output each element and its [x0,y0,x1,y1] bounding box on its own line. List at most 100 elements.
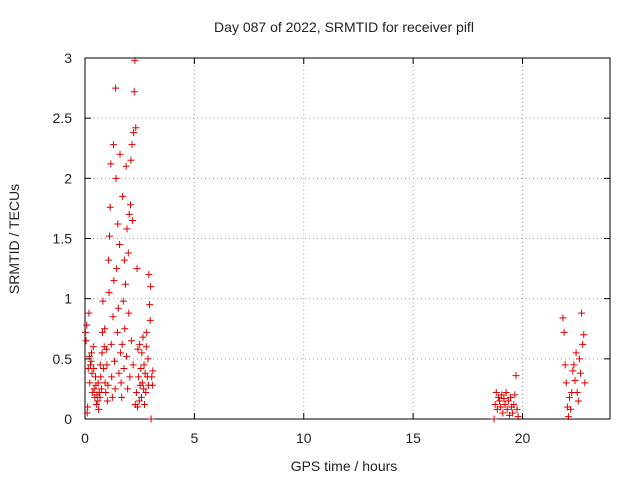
data-point [99,297,107,305]
data-point [511,391,519,399]
data-point [492,389,500,397]
data-point [500,395,508,403]
data-point [86,379,94,387]
data-point [123,352,131,360]
data-point [118,393,126,401]
data-point [103,361,111,369]
data-point [576,369,584,377]
data-point [120,256,128,264]
data-point [90,364,98,372]
data-point [132,389,140,397]
y-tick-label: 3 [64,50,72,66]
data-point [575,355,583,363]
data-point [510,401,518,409]
data-point [107,340,115,348]
data-point [127,156,135,164]
data-point [142,343,150,351]
data-point [567,405,575,413]
data-point [147,415,155,423]
y-tick-label: 0.5 [53,351,73,367]
data-point [90,385,98,393]
data-point [140,385,148,393]
data-point [110,277,118,285]
data-point [109,313,117,321]
data-point [95,405,103,413]
data-point [115,369,123,377]
data-point [81,328,89,336]
data-point [143,328,151,336]
data-point [99,328,106,336]
data-point [98,349,106,357]
y-tick-label: 1.5 [53,231,73,247]
data-point [580,331,588,339]
data-point [561,361,569,369]
data-point [141,369,149,377]
data-point [496,397,504,405]
x-tick-label: 10 [296,430,312,446]
data-point [509,409,517,417]
data-point [94,379,102,387]
y-tick-label: 0 [64,411,72,427]
data-point [118,340,126,348]
data-point [148,381,156,389]
data-point [84,403,92,411]
grid-lines [85,58,610,419]
data-point [572,349,580,357]
data-point [121,280,129,288]
data-point [135,373,143,381]
data-point [108,393,116,401]
data-point [130,129,138,137]
data-point [570,361,578,369]
data-point [94,397,102,405]
data-point [147,283,155,291]
x-tick-label: 15 [405,430,421,446]
data-point [116,150,124,158]
data-point [109,141,117,149]
data-point [132,124,140,132]
data-point [566,393,574,401]
data-point [116,241,124,249]
data-point [574,397,582,405]
data-point [95,389,103,397]
y-tick-label: 2 [64,170,72,186]
data-point [120,364,128,372]
data-point [145,271,153,279]
axis-ticks: 0 5 10 15 20 0 0.5 1 1.5 2 2.5 3 [53,50,610,446]
data-point [96,361,104,369]
data-point [121,325,129,333]
data-point [116,349,124,357]
data-point [129,361,137,369]
data-point [581,379,589,387]
data-point [83,409,91,417]
data-point [102,389,110,397]
data-point [504,397,512,405]
data-point [82,337,90,345]
data-point [560,328,568,336]
data-point [502,389,510,397]
data-point [111,357,119,365]
data-point [108,373,116,381]
y-tick-label: 2.5 [53,110,73,126]
data-point [119,297,127,305]
data-point [114,304,122,312]
data-point [86,361,94,369]
data-point [100,364,108,372]
data-point [146,301,154,309]
data-point [146,316,154,324]
data-point [139,333,147,341]
data-point [92,401,100,409]
data-point [106,203,114,211]
data-point [85,352,93,360]
data-point [564,413,572,421]
data-point [571,376,579,384]
data-point [124,249,132,257]
x-tick-label: 20 [515,430,531,446]
data-point [85,309,93,317]
data-point [88,349,96,357]
data-point [112,84,120,92]
data-point [123,225,131,233]
data-point [111,385,119,393]
data-point [578,309,586,317]
data-point [573,389,581,397]
data-point [562,379,570,387]
